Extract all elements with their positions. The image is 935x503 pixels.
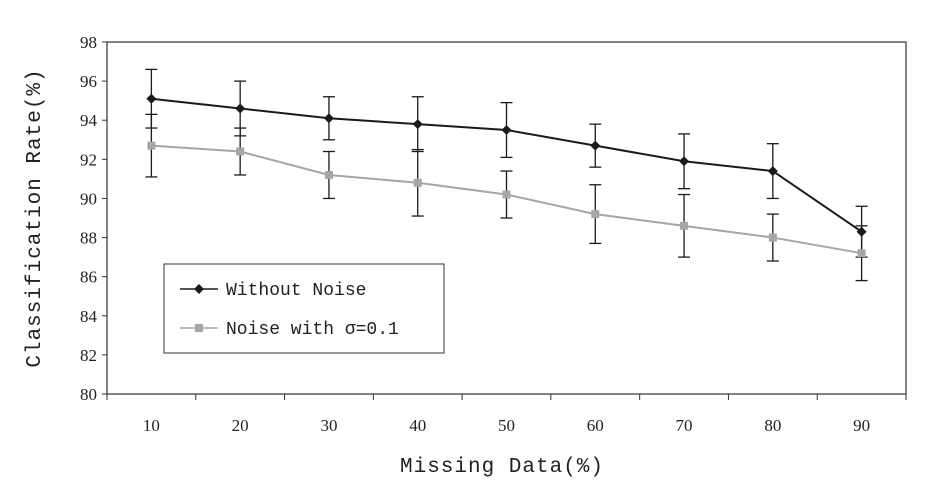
x-tick-label: 70 <box>676 416 693 435</box>
data-point <box>767 166 778 177</box>
legend-box <box>163 263 445 354</box>
x-axis-title: Missing Data(%) <box>400 456 604 479</box>
y-tick-label: 96 <box>80 72 97 91</box>
y-axis-ticks: 80 82 84 86 88 90 92 94 96 98 <box>80 33 107 404</box>
x-tick-label: 90 <box>853 416 870 435</box>
series-0 <box>145 68 868 258</box>
y-tick-label: 98 <box>80 33 97 52</box>
data-point <box>147 141 156 150</box>
data-point <box>857 249 866 258</box>
legend-marker-noise <box>195 324 203 332</box>
y-tick-label: 84 <box>80 307 98 326</box>
y-tick-label: 94 <box>80 111 98 130</box>
y-axis-title: Classification Rate(%) <box>24 68 47 367</box>
data-point <box>324 170 333 179</box>
series-1 <box>145 113 868 282</box>
y-tick-label: 82 <box>80 346 97 365</box>
series-layer <box>145 68 868 282</box>
x-tick-label: 20 <box>232 416 249 435</box>
data-point <box>680 221 689 230</box>
data-point <box>146 93 157 104</box>
x-tick-label: 10 <box>143 416 160 435</box>
x-tick-label: 40 <box>409 416 426 435</box>
data-point <box>412 119 423 130</box>
data-point <box>413 178 422 187</box>
y-tick-label: 90 <box>80 189 97 208</box>
data-point <box>502 190 511 199</box>
y-tick-label: 88 <box>80 229 97 248</box>
legend-label-noise: Noise with σ=0.1 <box>226 320 399 340</box>
y-tick-label: 80 <box>80 385 97 404</box>
data-point <box>501 125 512 135</box>
data-point <box>591 210 600 219</box>
legend-label-without-noise: Without Noise <box>226 281 366 301</box>
data-point <box>590 140 601 151</box>
legend: Without Noise Noise with σ=0.1 <box>163 263 445 354</box>
data-point <box>236 147 245 156</box>
data-point <box>235 103 246 114</box>
data-point <box>323 113 334 124</box>
x-tick-label: 80 <box>764 416 781 435</box>
x-tick-label: 30 <box>320 416 337 435</box>
data-point <box>679 156 690 167</box>
y-tick-label: 86 <box>80 268 97 287</box>
x-tick-label: 60 <box>587 416 604 435</box>
x-tick-label: 50 <box>498 416 515 435</box>
y-tick-label: 92 <box>80 150 97 169</box>
legend-marker-without-noise <box>194 284 204 294</box>
data-point <box>768 233 777 242</box>
x-axis-ticks: 10 20 30 40 50 60 70 80 90 <box>106 394 907 435</box>
